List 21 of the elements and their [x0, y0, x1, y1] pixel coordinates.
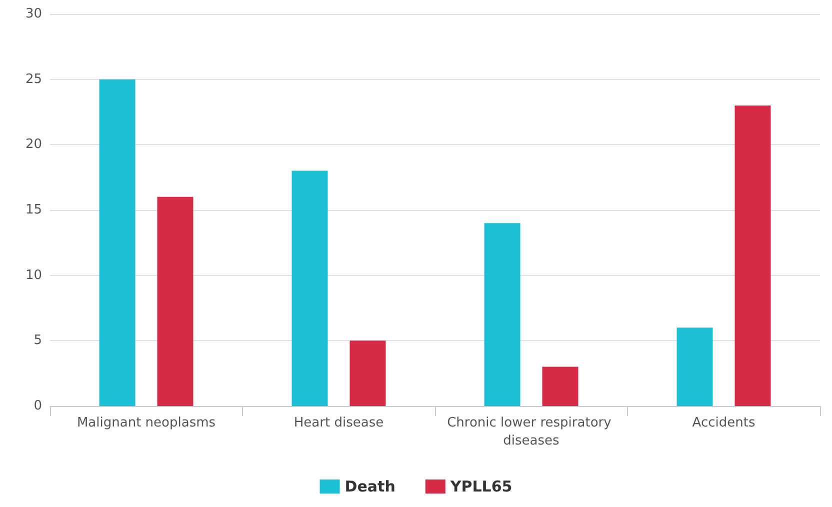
x-tick-label: Heart disease [294, 416, 384, 430]
y-tick-label: 15 [25, 202, 42, 218]
bar [676, 328, 713, 406]
y-tick-label: 25 [25, 72, 42, 87]
y-tick-label: 20 [25, 137, 42, 152]
bar [99, 79, 136, 406]
bar [292, 170, 328, 406]
bar [484, 223, 520, 406]
legend-label: YPLL65 [449, 478, 512, 496]
y-tick-label: 5 [34, 333, 42, 348]
y-tick-label: 30 [25, 6, 42, 22]
y-tick-label: 10 [25, 268, 42, 283]
bar [157, 196, 194, 406]
x-tick-label: Malignant neoplasms [76, 416, 216, 430]
bar [350, 340, 386, 406]
x-tick-label: Accidents [692, 416, 756, 430]
legend-label: Death [344, 478, 396, 496]
x-tick-label: Chronic lower respiratory diseases [447, 416, 616, 448]
y-tick-label: 0 [34, 398, 42, 414]
bar [734, 105, 771, 406]
bar [542, 366, 578, 406]
